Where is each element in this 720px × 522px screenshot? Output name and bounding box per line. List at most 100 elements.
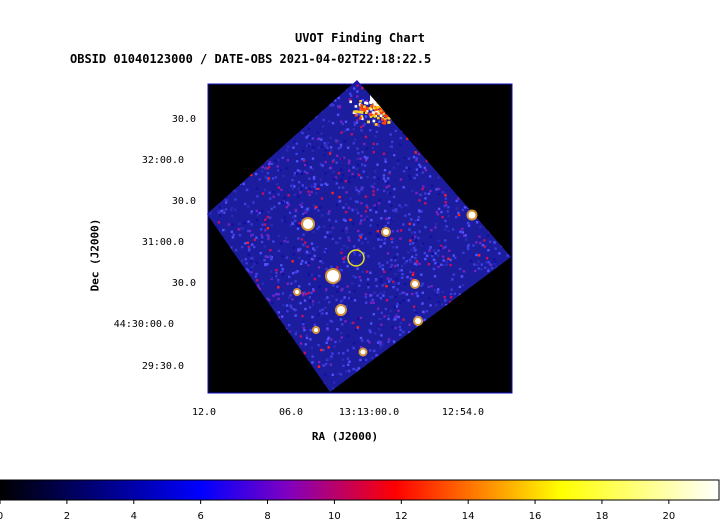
noise-pixel	[291, 298, 294, 301]
noise-pixel	[305, 230, 308, 233]
noise-pixel	[477, 267, 480, 270]
colorbar-gradient	[0, 479, 720, 501]
noise-pixel	[328, 301, 331, 304]
noise-pixel	[334, 340, 337, 344]
colorbar-ticks	[0, 500, 670, 504]
noise-pixel	[315, 205, 318, 209]
noise-pixel	[356, 327, 359, 330]
noise-pixel	[330, 81, 334, 84]
noise-pixel	[264, 255, 267, 258]
noise-pixel	[264, 218, 267, 221]
noise-pixel	[328, 218, 331, 222]
noise-pixel	[325, 143, 328, 146]
hot-pixel	[375, 109, 379, 113]
noise-pixel	[450, 296, 453, 299]
noise-pixel	[274, 176, 278, 179]
noise-pixel	[379, 280, 382, 283]
noise-pixel	[390, 263, 393, 267]
noise-pixel	[302, 321, 305, 324]
noise-pixel	[413, 262, 416, 266]
noise-pixel	[324, 149, 327, 152]
noise-pixel	[255, 209, 258, 213]
noise-pixel	[247, 249, 251, 252]
noise-pixel	[255, 279, 259, 282]
star-source	[337, 306, 345, 314]
noise-pixel	[357, 190, 361, 194]
noise-pixel	[399, 292, 402, 296]
noise-pixel	[372, 193, 375, 196]
noise-pixel	[381, 268, 385, 271]
noise-pixel	[371, 356, 374, 360]
noise-pixel	[345, 305, 348, 308]
noise-pixel	[286, 158, 290, 162]
noise-pixel	[340, 336, 343, 339]
noise-pixel	[266, 215, 269, 219]
noise-pixel	[444, 194, 447, 197]
noise-pixel	[296, 169, 300, 172]
noise-pixel	[349, 218, 352, 221]
noise-pixel	[334, 176, 338, 179]
noise-pixel	[365, 147, 369, 150]
noise-pixel	[250, 212, 253, 215]
noise-pixel	[311, 355, 314, 358]
noise-pixel	[427, 192, 431, 195]
noise-pixel	[218, 205, 221, 209]
noise-pixel	[444, 245, 447, 249]
noise-pixel	[339, 180, 342, 183]
noise-pixel	[483, 239, 486, 242]
noise-pixel	[307, 144, 310, 147]
noise-pixel	[444, 197, 448, 200]
noise-pixel	[380, 323, 383, 326]
noise-pixel	[342, 257, 345, 260]
noise-pixel	[350, 297, 353, 300]
noise-pixel	[353, 251, 356, 254]
y-axis-label: Dec (J2000)	[88, 218, 102, 292]
hot-pixel	[375, 110, 379, 114]
noise-pixel	[348, 296, 351, 300]
noise-pixel	[414, 256, 417, 260]
noise-pixel	[441, 290, 444, 294]
noise-pixel	[434, 304, 438, 307]
noise-pixel	[322, 348, 325, 352]
noise-pixel	[356, 200, 359, 204]
noise-pixel	[360, 129, 363, 132]
noise-pixel	[269, 249, 272, 252]
noise-pixel	[283, 216, 286, 219]
noise-pixel	[443, 263, 446, 267]
noise-pixel	[250, 234, 253, 237]
noise-pixel	[346, 285, 349, 288]
noise-pixel	[277, 278, 280, 282]
noise-pixel	[337, 96, 340, 100]
noise-pixel	[418, 262, 421, 265]
noise-pixel	[475, 253, 478, 257]
noise-pixel	[285, 206, 289, 209]
noise-pixel	[287, 194, 290, 197]
noise-pixel	[337, 372, 341, 375]
noise-pixel	[222, 211, 226, 214]
hot-pixel	[381, 116, 385, 120]
noise-pixel	[311, 315, 314, 319]
noise-pixel	[298, 285, 301, 288]
hot-pixel	[360, 111, 364, 114]
noise-pixel	[408, 213, 411, 216]
noise-pixel	[423, 318, 426, 322]
noise-pixel	[341, 122, 344, 126]
noise-pixel	[294, 308, 297, 312]
noise-pixel	[487, 249, 490, 252]
noise-pixel	[415, 263, 418, 266]
noise-pixel	[359, 316, 363, 320]
noise-pixel	[434, 252, 437, 255]
noise-pixel	[289, 80, 292, 83]
noise-pixel	[287, 145, 290, 148]
noise-pixel	[405, 166, 408, 169]
noise-pixel	[295, 160, 299, 163]
noise-pixel	[400, 205, 403, 209]
noise-pixel	[457, 213, 461, 217]
hot-pixel	[363, 109, 367, 112]
noise-pixel	[230, 246, 233, 249]
noise-pixel	[360, 214, 363, 218]
noise-pixel	[387, 184, 390, 188]
noise-pixel	[433, 275, 437, 278]
noise-pixel	[286, 282, 289, 285]
noise-pixel	[292, 246, 295, 249]
